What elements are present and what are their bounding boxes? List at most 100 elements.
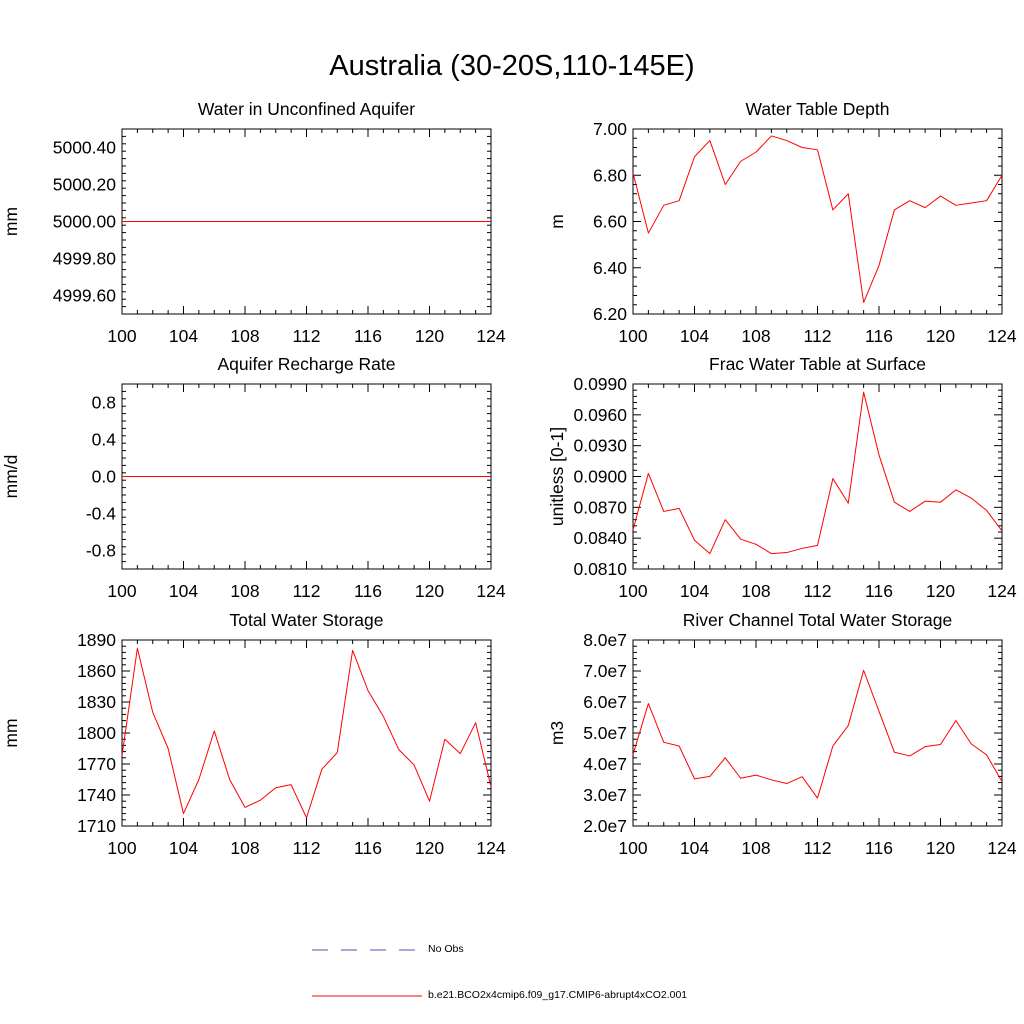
plot-frame [632, 128, 1003, 315]
y-tick-label: 6.20 [593, 304, 627, 324]
y-tick-label: 1740 [77, 785, 116, 805]
x-tick-label: 124 [987, 581, 1016, 601]
chart-panel-2: Water Table Depth m 100 104 108 112 116 120 124 6… [547, 99, 1017, 346]
y-tick-label: 4.0e7 [583, 754, 627, 774]
y-tick-label: 4999.60 [53, 286, 117, 306]
legend-label-no-obs: No Obs [428, 943, 464, 955]
x-tick-label: 120 [415, 581, 444, 601]
x-tick-label: 100 [107, 838, 136, 858]
y-tick-label: -0.4 [86, 504, 116, 524]
x-tick-label: 112 [804, 838, 832, 858]
y-tick-label: 0.0900 [573, 467, 627, 487]
y-tick-label: 1710 [77, 816, 116, 836]
chart-panel-1: Water in Unconfined Aquifer mm 100 104 108 11… [1, 99, 506, 346]
y-tick-label: 1890 [77, 630, 116, 650]
x-tick-label: 104 [680, 838, 709, 858]
y-tick-label: 1830 [77, 692, 116, 712]
legend-item-no-obs: No Obs [312, 940, 772, 960]
x-tick-label: 104 [680, 326, 709, 346]
y-tick-label: 5000.40 [53, 138, 117, 158]
x-tick-label: 100 [107, 326, 136, 346]
chart-panel-4: Frac Water Table at Surface unitless [0-1… [547, 354, 1017, 601]
legend-solid-line-icon [312, 995, 422, 997]
x-tick-label: 100 [618, 838, 647, 858]
x-tick-label: 108 [741, 581, 770, 601]
y-axis-label: mm [1, 718, 21, 747]
chart-title: Aquifer Recharge Rate [217, 354, 395, 374]
chart-panel-6: River Channel Total Water Storage m3 100 10… [547, 610, 1017, 858]
y-tick-label: 6.80 [593, 165, 627, 185]
y-axis-label: mm [1, 207, 21, 236]
y-tick-label: 0.0870 [573, 497, 627, 517]
legend-item-model-run: b.e21.BCO2x4cmip6.f09_g17.CMIP6-abrupt4x… [312, 986, 772, 1006]
x-tick-label: 120 [415, 326, 444, 346]
y-tick-label: 0.0840 [573, 528, 627, 548]
x-tick-label: 108 [741, 326, 770, 346]
chart-title: River Channel Total Water Storage [683, 610, 952, 630]
legend-dashed-line-icon [312, 949, 422, 951]
y-tick-label: 0.0810 [573, 559, 627, 579]
x-tick-label: 116 [865, 838, 893, 858]
x-tick-label: 100 [107, 581, 136, 601]
x-tick-label: 116 [354, 581, 382, 601]
y-tick-label: 6.60 [593, 212, 627, 232]
series-line-1 [632, 669, 1003, 799]
y-axis-label: unitless [0-1] [547, 427, 567, 526]
y-tick-label: 4999.80 [53, 249, 117, 269]
y-tick-label: 8.0e7 [583, 630, 627, 650]
x-tick-label: 116 [354, 326, 382, 346]
y-tick-label: 1800 [77, 723, 116, 743]
x-tick-label: 104 [169, 581, 198, 601]
x-tick-label: 112 [293, 838, 321, 858]
y-tick-label: 5000.00 [53, 212, 117, 232]
x-tick-label: 120 [926, 838, 955, 858]
legend-label-model-run: b.e21.BCO2x4cmip6.f09_g17.CMIP6-abrupt4x… [428, 989, 688, 1001]
x-tick-label: 112 [804, 581, 832, 601]
x-tick-label: 116 [865, 326, 893, 346]
y-tick-label: 6.40 [593, 258, 627, 278]
x-tick-label: 124 [476, 326, 505, 346]
x-tick-label: 120 [415, 838, 444, 858]
x-tick-label: 108 [230, 838, 259, 858]
y-tick-label: 0.0960 [573, 405, 627, 425]
y-tick-label: 1770 [77, 754, 116, 774]
x-tick-label: 112 [293, 326, 321, 346]
y-axis-label: m [547, 214, 567, 229]
x-tick-label: 112 [293, 581, 321, 601]
chart-panel-5: Total Water Storage mm 100 104 108 112 116 120 1… [1, 610, 506, 858]
series-line-1 [632, 391, 1003, 555]
y-tick-label: 7.0e7 [583, 661, 627, 681]
x-tick-label: 104 [169, 326, 198, 346]
x-tick-label: 108 [230, 326, 259, 346]
x-tick-label: 120 [926, 326, 955, 346]
series-line-1 [121, 647, 492, 819]
y-tick-label: 2.0e7 [583, 816, 627, 836]
chart-title: Frac Water Table at Surface [709, 354, 926, 374]
y-tick-label: 0.0990 [573, 374, 627, 394]
x-tick-label: 104 [680, 581, 709, 601]
y-tick-label: 7.00 [593, 119, 627, 139]
x-tick-label: 124 [476, 581, 505, 601]
y-tick-label: 0.4 [92, 430, 117, 450]
y-tick-label: 0.8 [92, 393, 116, 413]
y-tick-label: 1860 [77, 661, 116, 681]
y-tick-label: -0.8 [86, 541, 116, 561]
x-tick-label: 124 [476, 838, 505, 858]
chart-title: Water Table Depth [746, 99, 890, 119]
x-tick-label: 120 [926, 581, 955, 601]
y-tick-label: 0.0930 [573, 436, 627, 456]
x-tick-label: 124 [987, 326, 1016, 346]
x-tick-label: 116 [354, 838, 382, 858]
y-tick-label: 5.0e7 [583, 723, 627, 743]
y-axis-label: m3 [547, 721, 567, 745]
chart-panel-3: Aquifer Recharge Rate mm/d 100 104 108 112 116… [1, 354, 506, 601]
x-tick-label: 124 [987, 838, 1016, 858]
x-tick-label: 108 [230, 581, 259, 601]
x-tick-label: 116 [865, 581, 893, 601]
y-axis-label: mm/d [1, 455, 21, 499]
plot-frame [121, 639, 492, 827]
chart-title: Total Water Storage [229, 610, 383, 630]
x-tick-label: 100 [618, 326, 647, 346]
plot-frame [632, 383, 1003, 570]
